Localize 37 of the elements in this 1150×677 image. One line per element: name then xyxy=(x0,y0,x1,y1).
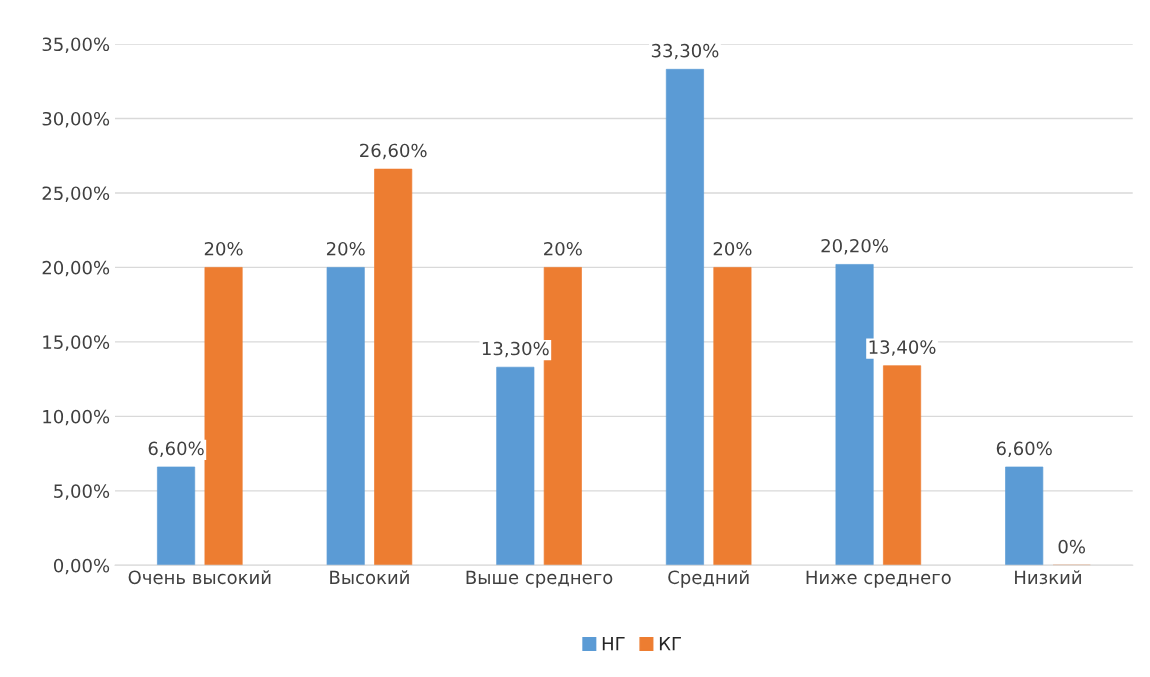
bar xyxy=(883,365,922,566)
data-label: 13,30% xyxy=(482,341,549,358)
y-tick-label: 35,00% xyxy=(42,37,110,53)
data-label: 13,40% xyxy=(869,340,936,356)
data-label: 20% xyxy=(326,241,365,256)
bar xyxy=(204,267,243,566)
data-label: 20,20% xyxy=(821,238,888,255)
data-label: 20% xyxy=(544,241,582,256)
data-label: 6,60% xyxy=(996,441,1052,458)
y-tick-label: 15,00% xyxy=(43,335,110,351)
data-label: 33,30% xyxy=(651,43,719,60)
data-label: 20% xyxy=(204,241,243,256)
x-tick-label: Очень высокий xyxy=(128,570,271,585)
legend-label: НГ xyxy=(602,637,625,651)
legend-label: КГ xyxy=(659,637,681,651)
y-tick-label: 25,00% xyxy=(42,186,110,202)
bar xyxy=(1005,466,1044,566)
bar xyxy=(713,267,752,566)
x-tick-label: Высокий xyxy=(330,570,409,585)
y-tick-label: 30,00% xyxy=(42,111,110,128)
x-tick-label: Выше среднего xyxy=(466,570,613,588)
data-label: 6,60% xyxy=(148,441,204,458)
data-label: 0% xyxy=(1058,539,1086,554)
x-tick-label: Низкий xyxy=(1015,570,1081,585)
bar xyxy=(496,366,535,566)
data-label: 26,60% xyxy=(360,143,427,160)
bar xyxy=(157,466,196,566)
bar xyxy=(326,267,365,566)
y-tick-label: 0,00% xyxy=(53,558,110,575)
bar xyxy=(374,168,413,566)
x-tick-label: Средний xyxy=(668,570,749,588)
data-label: 20% xyxy=(713,241,752,256)
bar xyxy=(665,68,704,566)
y-tick-label: 20,00% xyxy=(42,260,110,277)
y-tick-label: 5,00% xyxy=(54,484,110,500)
y-tick-label: 10,00% xyxy=(43,409,110,426)
x-tick-label: Ниже среднего xyxy=(806,570,951,588)
